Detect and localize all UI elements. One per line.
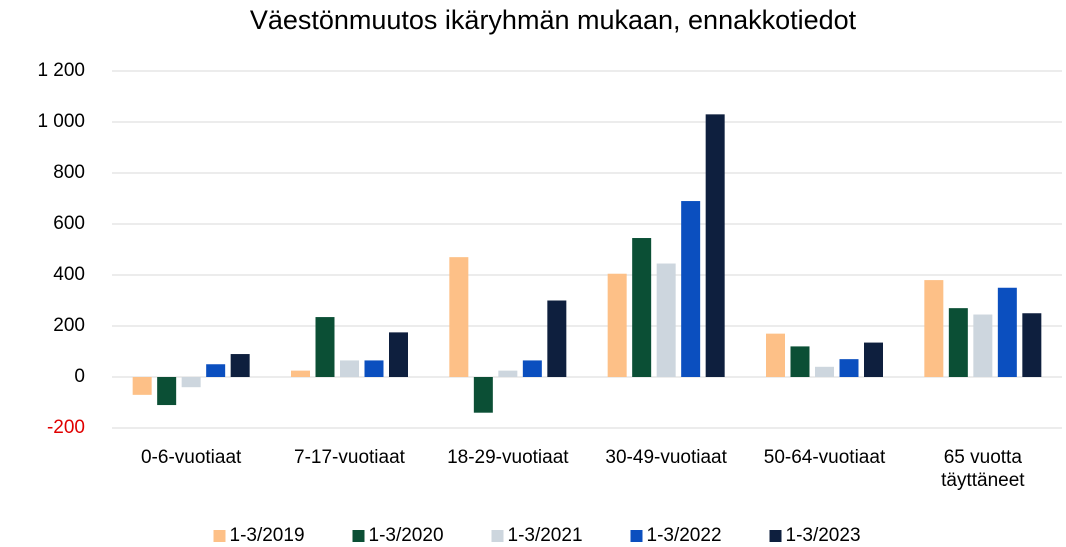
- bar: [632, 238, 652, 377]
- legend-swatch: [630, 530, 643, 542]
- bar: [522, 360, 542, 377]
- x-tick-label: 50-64-vuotiaat: [763, 447, 886, 468]
- y-tick-label: 200: [53, 315, 85, 336]
- x-tick-label: 65 vuotta täyttäneet: [941, 447, 1025, 491]
- legend-swatch: [491, 530, 504, 542]
- bar: [340, 360, 359, 377]
- legend-swatch: [213, 530, 226, 542]
- bar: [1022, 313, 1042, 377]
- x-tick-label: 18-29-vuotiaat: [447, 447, 569, 468]
- bar: [973, 314, 993, 377]
- bar: [449, 257, 469, 377]
- bar: [389, 332, 408, 377]
- legend-label: 1-3/2021: [508, 525, 583, 546]
- y-tick-label: 800: [53, 162, 85, 183]
- bar: [291, 370, 310, 377]
- bar: [948, 308, 968, 377]
- y-tick-label: 400: [53, 264, 85, 285]
- bar: [206, 364, 226, 377]
- bar: [230, 354, 250, 377]
- bar: [607, 273, 627, 377]
- bar: [790, 346, 810, 377]
- bar: [181, 377, 201, 388]
- x-tick-label: 30-49-vuotiaat: [605, 447, 727, 468]
- bar: [705, 114, 725, 377]
- y-tick-label: 600: [53, 213, 85, 234]
- chart-title: Väestönmuutos ikäryhmän mukaan, ennakkot…: [250, 5, 857, 35]
- legend-label: 1-3/2019: [230, 525, 305, 546]
- bar: [656, 263, 676, 377]
- bar: [473, 377, 493, 413]
- legend-label: 1-3/2020: [369, 525, 444, 546]
- bar: [924, 280, 944, 377]
- legend-label: 1-3/2022: [647, 525, 722, 546]
- bar: [364, 360, 384, 377]
- y-tick-label: 0: [74, 366, 85, 387]
- bar: [315, 317, 335, 377]
- y-tick-label: -200: [47, 417, 85, 438]
- bar: [681, 201, 701, 377]
- x-tick-label: 7-17-vuotiaat: [294, 447, 405, 468]
- bar: [766, 333, 785, 377]
- bar: [864, 342, 883, 377]
- bar: [839, 359, 859, 377]
- bar: [157, 377, 177, 406]
- bar: [997, 287, 1017, 377]
- y-tick-label: 1 200: [37, 60, 85, 81]
- bar: [498, 370, 518, 377]
- y-tick-label: 1 000: [37, 111, 85, 132]
- x-tick-label: 0-6-vuotiaat: [140, 447, 242, 468]
- bar: [547, 300, 567, 377]
- bar: [132, 377, 152, 395]
- legend-swatch: [352, 530, 365, 542]
- legend-label: 1-3/2023: [786, 525, 861, 546]
- legend-swatch: [769, 530, 782, 542]
- bar: [815, 366, 834, 377]
